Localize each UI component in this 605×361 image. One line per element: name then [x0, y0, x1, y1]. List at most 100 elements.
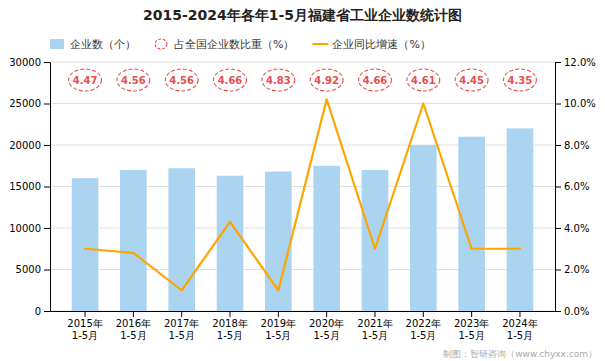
legend-item: 企业同比增速（%） [312, 38, 430, 51]
y2-tick: 6.0% [555, 181, 589, 192]
y2-tick: 12.0% [555, 57, 596, 68]
ratio-ellipse [117, 69, 150, 91]
x-tick-line [374, 311, 375, 317]
bar [362, 170, 389, 311]
x-tick-label-line: 1-5月 [507, 330, 533, 341]
y-tick-label: 10000 [9, 223, 41, 234]
x-tick: 2019年1-5月 [261, 311, 296, 341]
bar [410, 145, 437, 311]
y2-tick-line [555, 145, 561, 146]
x-tick-label: 2015年1-5月 [67, 318, 102, 341]
x-tick-line [181, 311, 182, 317]
ratio-ellipse [262, 69, 295, 91]
x-tick: 2018年1-5月 [212, 311, 247, 341]
x-tick-label-line: 2016年 [116, 318, 151, 329]
x-tick-label: 2020年1-5月 [309, 318, 344, 341]
bar [507, 128, 534, 311]
legend-swatch [50, 39, 64, 49]
y2-tick: 0.0% [555, 306, 589, 317]
ratio-label: 4.45 [459, 75, 484, 86]
bar [313, 166, 340, 311]
x-tick: 2015年1-5月 [67, 311, 102, 341]
y-tick: 30000 [9, 57, 50, 68]
bar [120, 170, 147, 311]
y-tick-label: 25000 [9, 98, 41, 109]
x-tick-label-line: 2024年 [502, 318, 537, 329]
y-axis: 0 5000 10000 15000 20000 25000 30000 [9, 57, 50, 317]
x-tick-label-line: 1-5月 [120, 330, 146, 341]
legend-item: 企业数（个） [50, 38, 136, 51]
x-tick-line [278, 311, 279, 317]
x-tick-label: 2018年1-5月 [212, 318, 247, 341]
y2-tick-label: 4.0% [564, 223, 589, 234]
y2-tick-label: 8.0% [564, 140, 589, 151]
ratio-ellipse [455, 69, 488, 91]
x-tick: 2021年1-5月 [357, 311, 392, 341]
y2-tick: 8.0% [555, 140, 589, 151]
x-tick-label-line: 1-5月 [72, 330, 98, 341]
x-tick: 2023年1-5月 [454, 311, 489, 341]
chart: 4.474.564.564.664.834.924.664.614.454.35… [0, 0, 605, 361]
x-tick-label-line: 1-5月 [217, 330, 243, 341]
y-tick: 0 [35, 306, 50, 317]
x-tick-label-line: 2015年 [67, 318, 102, 329]
x-tick-label: 2017年1-5月 [164, 318, 199, 341]
y2-tick-label: 2.0% [564, 264, 589, 275]
watermark: 制图：智研咨询（www.chyxx.com） [443, 349, 597, 359]
x-tick-label-line: 2023年 [454, 318, 489, 329]
x-tick-line [85, 311, 86, 317]
y-tick-label: 15000 [9, 181, 41, 192]
grid [50, 62, 555, 311]
y2-tick-label: 6.0% [564, 181, 589, 192]
y-tick-line [44, 228, 50, 229]
x-tick-label-line: 2020年 [309, 318, 344, 329]
x-tick-label-line: 1-5月 [169, 330, 195, 341]
bar [217, 176, 244, 311]
x-tick: 2024年1-5月 [502, 311, 537, 341]
y-tick-label: 30000 [9, 57, 41, 68]
y-tick: 20000 [9, 140, 50, 151]
y2-tick-line [555, 228, 561, 229]
bar [72, 178, 99, 311]
x-tick: 2022年1-5月 [406, 311, 441, 341]
y2-tick-label: 0.0% [564, 306, 589, 317]
x-tick-label-line: 1-5月 [410, 330, 436, 341]
ratio-label: 4.56 [121, 75, 146, 86]
x-tick-label-line: 2017年 [164, 318, 199, 329]
x-tick-line [519, 311, 520, 317]
x-tick-label-line: 2021年 [357, 318, 392, 329]
y-tick-label: 20000 [9, 140, 41, 151]
ratio-ellipse [310, 69, 343, 91]
ratio-label: 4.83 [266, 75, 291, 86]
x-tick: 2020年1-5月 [309, 311, 344, 341]
ratio-label: 4.47 [73, 75, 98, 86]
x-tick: 2017年1-5月 [164, 311, 199, 341]
x-tick-line [326, 311, 327, 317]
y2-tick-label: 10.0% [564, 98, 596, 109]
ratio-label: 4.56 [169, 75, 194, 86]
ratio-ellipse [504, 69, 537, 91]
x-tick-label-line: 2019年 [261, 318, 296, 329]
domain-path [44, 63, 51, 312]
ratio-ellipse [214, 69, 247, 91]
x-tick-label: 2023年1-5月 [454, 318, 489, 341]
y-tick: 25000 [9, 98, 50, 109]
x-axis: 2015年1-5月2016年1-5月2017年1-5月2018年1-5月2019… [51, 311, 556, 341]
chart-container: 4.474.564.564.664.834.924.664.614.454.35… [0, 0, 605, 361]
y-tick: 5000 [16, 264, 50, 275]
y2-tick: 4.0% [555, 223, 589, 234]
x-tick-line [471, 311, 472, 317]
y-tick-line [44, 187, 50, 188]
x-tick-line [230, 311, 231, 317]
x-tick-label-line: 2022年 [406, 318, 441, 329]
ratio-label: 4.66 [363, 75, 388, 86]
x-tick-label: 2021年1-5月 [357, 318, 392, 341]
y2-tick: 2.0% [555, 264, 589, 275]
legend-swatch [312, 43, 328, 45]
x-tick-label: 2016年1-5月 [116, 318, 151, 341]
legend-swatch [155, 39, 167, 49]
y-tick: 15000 [9, 181, 50, 192]
x-tick-label-line: 1-5月 [458, 330, 484, 341]
y-tick-label: 0 [35, 306, 41, 317]
y2-tick-line [555, 187, 561, 188]
